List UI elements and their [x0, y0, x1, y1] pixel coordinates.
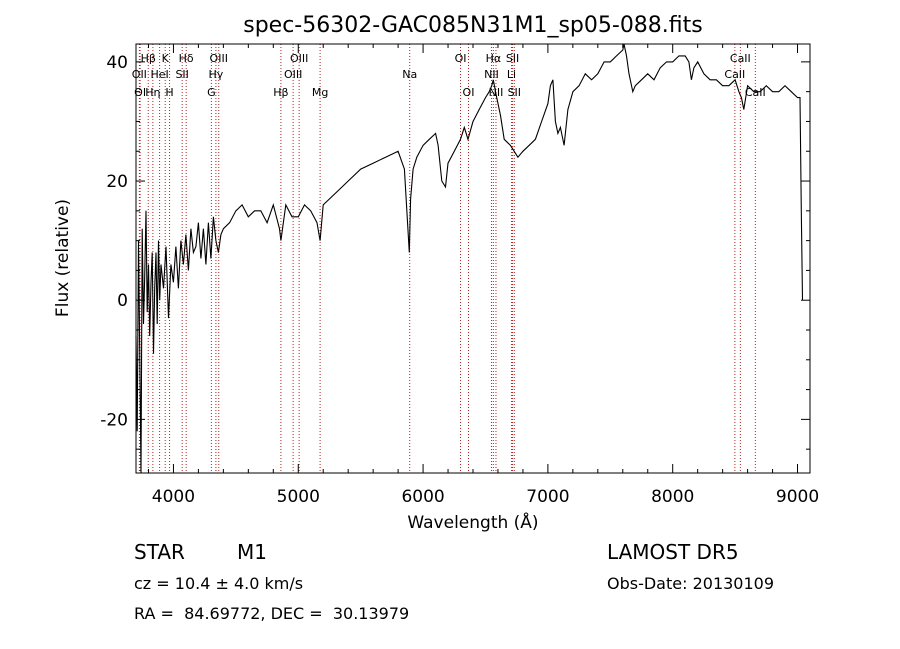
chart-title: spec-56302-GAC085N31M1_sp05-088.fits [243, 13, 703, 38]
x-axis-label: Wavelength (Å) [407, 511, 538, 533]
y-axis-label: Flux (relative) [53, 199, 73, 317]
line-label: Na [402, 68, 417, 81]
x-tick-label: 7000 [526, 487, 569, 507]
coordinates: RA = 84.69772, DEC = 30.13979 [134, 604, 410, 623]
line-label: OIII [210, 52, 228, 65]
survey-release: LAMOST DR5 [607, 540, 739, 564]
line-label: NII [484, 68, 499, 81]
line-label: Hβ [273, 86, 288, 99]
object-class: STAR [134, 540, 185, 564]
line-label: OI [455, 52, 467, 65]
x-tick-label: 4000 [152, 487, 195, 507]
x-tick-label: 6000 [401, 487, 444, 507]
redshift-cz: cz = 10.4 ± 4.0 km/s [134, 574, 304, 593]
axis-ticks: 4000 5000 6000 7000 8000 9000 -20 0 20 40 [100, 44, 819, 507]
x-tick-label: 8000 [651, 487, 694, 507]
line-label: G [207, 86, 216, 99]
line-label: Mg [312, 86, 328, 99]
y-tick-label: 20 [106, 172, 128, 192]
line-label: OI [463, 86, 475, 99]
line-label: Hδ [179, 52, 194, 65]
line-label: Li [507, 68, 516, 81]
line-label: K [162, 52, 170, 65]
spectral-line-markers [138, 44, 756, 473]
line-label: Hβ [141, 52, 156, 65]
observation-date: Obs-Date: 20130109 [607, 574, 775, 593]
x-tick-label: 9000 [776, 487, 819, 507]
line-label: Hγ [208, 68, 223, 81]
line-label: OI [134, 86, 146, 99]
line-label: CaII [730, 52, 751, 65]
line-label: SII [175, 68, 188, 81]
line-label: OII [132, 68, 147, 81]
line-label: SII [508, 86, 521, 99]
line-label: CaII [724, 68, 745, 81]
object-subclass: M1 [237, 540, 267, 564]
line-label: NII [489, 86, 504, 99]
y-tick-label: 40 [106, 53, 128, 73]
line-label: OIII [290, 52, 308, 65]
x-tick-label: 5000 [277, 487, 320, 507]
line-label: OIII [284, 68, 302, 81]
line-label: H [165, 86, 173, 99]
line-label: Hα [486, 52, 502, 65]
line-label: SII [506, 52, 519, 65]
spectrum-series-line [135, 43, 804, 474]
line-label: HeI [150, 68, 168, 81]
line-label: CaII [745, 86, 766, 99]
plot-frame [135, 43, 811, 474]
line-label: Hη [145, 86, 160, 99]
y-tick-label: 0 [117, 291, 128, 311]
y-tick-label: -20 [100, 410, 128, 430]
